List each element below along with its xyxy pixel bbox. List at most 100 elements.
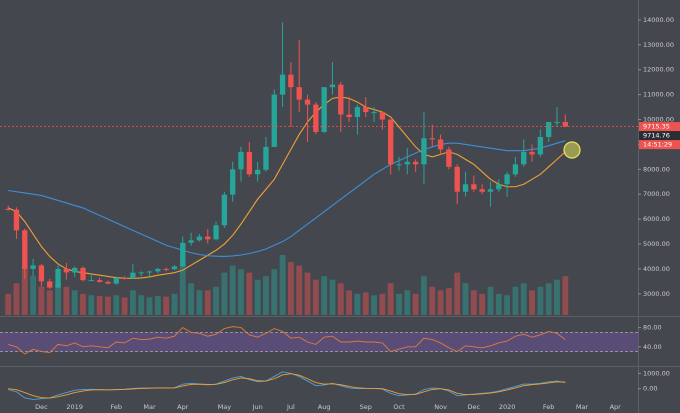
volume-bar — [321, 276, 328, 315]
y-tick-label: 10000.00 — [643, 116, 674, 124]
volume-bar — [96, 295, 103, 315]
mark-price-label: 9714.76 — [643, 132, 670, 140]
volume-bar — [562, 276, 569, 315]
volume-bar — [454, 272, 461, 315]
last-price-box — [639, 122, 680, 132]
volume-bar — [554, 279, 560, 315]
volume-bar — [479, 293, 486, 315]
candle-body — [113, 277, 119, 284]
candle-body — [313, 104, 319, 132]
volume-bar — [296, 265, 303, 315]
volume-bar — [121, 297, 128, 315]
volume-bar — [146, 297, 153, 315]
countdown-label: 14:51:29 — [643, 141, 672, 149]
volume-bar — [179, 262, 186, 315]
volume-bar — [5, 293, 12, 315]
candle-body — [30, 265, 36, 269]
macd-line — [8, 373, 566, 399]
volume-bar — [412, 293, 419, 315]
moving-average — [8, 140, 566, 258]
volume-bar — [138, 295, 145, 315]
candle-body — [562, 122, 568, 127]
candle-body — [329, 84, 336, 88]
y-tick-label: 0.00 — [643, 385, 657, 393]
candle-body — [96, 280, 103, 282]
candle-body — [354, 107, 361, 118]
volume-bar — [88, 295, 95, 315]
volume-bar — [396, 293, 402, 315]
candle-body — [63, 268, 70, 273]
volume-bar — [379, 293, 386, 315]
volume-bar — [512, 286, 519, 315]
volume-bar — [312, 279, 319, 315]
candle-body — [121, 277, 128, 279]
volume-bar — [46, 290, 53, 315]
volume-bar — [71, 290, 78, 315]
volume-bar — [545, 283, 552, 315]
candle-body — [346, 114, 352, 118]
y-tick-label: 3000.00 — [643, 290, 670, 298]
plot: 14000.00 13000.00 12000.00 11000.00 10000.00… — [0, 16, 680, 411]
x-tick-label: Feb — [543, 403, 555, 411]
candle-body — [521, 151, 527, 165]
candle-body — [296, 87, 302, 100]
volume-bar — [246, 272, 253, 315]
candle-body — [379, 112, 386, 120]
candle-body — [512, 164, 519, 175]
candle-body — [13, 209, 20, 231]
candle-body — [163, 268, 169, 270]
candle-body — [487, 189, 494, 192]
mark-price-box — [639, 131, 680, 141]
x-tick-label: Aug — [318, 403, 331, 411]
volume-bar — [213, 286, 219, 315]
volume-bar — [470, 290, 477, 315]
volume-bar — [171, 293, 178, 315]
y-tick-label: 1000.00 — [643, 369, 670, 377]
volume-bar — [204, 290, 211, 315]
candle-body — [363, 107, 369, 113]
volume-bar — [337, 283, 344, 315]
x-tick-label: Jul — [286, 403, 295, 411]
x-tick-label: Dec — [468, 403, 481, 411]
volume-bar — [271, 269, 278, 315]
candle-body — [146, 271, 153, 273]
candle-body — [196, 236, 203, 241]
candle-body — [263, 146, 269, 170]
candle-body — [454, 166, 460, 192]
candle-body — [338, 84, 344, 115]
volume-bar — [421, 276, 427, 315]
candle-body — [230, 169, 236, 195]
highlight-circle — [563, 141, 581, 159]
y-tick-label: 4000.00 — [643, 265, 670, 273]
volume-bar — [495, 293, 502, 315]
candle-body — [254, 169, 261, 175]
candle-body — [38, 265, 45, 282]
candle-body — [429, 138, 435, 140]
volume-bar — [129, 290, 136, 315]
candle-body — [55, 268, 61, 288]
candle-body — [221, 194, 228, 226]
volume-bar — [520, 283, 527, 315]
volume-bar — [279, 255, 286, 315]
countdown-box — [639, 140, 680, 150]
candle-body — [271, 94, 277, 147]
volume-bar — [105, 296, 111, 315]
volume-bar — [254, 279, 261, 315]
candle-body — [412, 161, 419, 165]
volume-bar — [346, 290, 353, 315]
volume-bar — [529, 290, 535, 315]
candle-body — [246, 151, 252, 175]
volume-bar — [55, 283, 61, 315]
candle-body — [72, 267, 78, 273]
candle-body — [288, 74, 294, 88]
x-tick-label: Mar — [143, 403, 156, 411]
candle-body — [171, 266, 178, 270]
volume-bar — [504, 295, 511, 315]
volume-bar — [304, 272, 311, 315]
volume-bar — [362, 292, 369, 315]
y-tick-label: 13000.00 — [643, 41, 674, 49]
x-tick-label: May — [218, 403, 232, 411]
volume-bar — [63, 286, 70, 315]
y-tick-label: 80.00 — [643, 324, 662, 332]
